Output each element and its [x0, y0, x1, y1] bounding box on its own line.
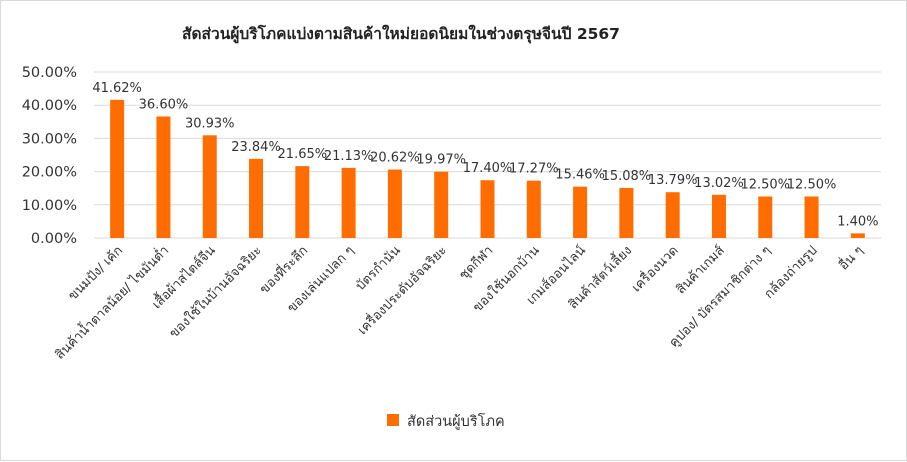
- legend-label: สัดส่วนผู้บริโภค: [407, 412, 505, 430]
- data-label: 12.50%: [740, 178, 790, 193]
- bar: [110, 99, 125, 239]
- y-tick-label: 0.00%: [31, 231, 77, 247]
- bar: [711, 194, 726, 238]
- data-label: 12.50%: [787, 178, 837, 193]
- data-label: 13.02%: [694, 176, 744, 191]
- y-tick-label: 20.00%: [22, 165, 77, 181]
- data-label: 15.08%: [602, 169, 652, 184]
- data-label: 19.97%: [416, 153, 466, 168]
- data-label: 1.40%: [837, 214, 878, 229]
- y-axis-tick-labels: 0.00% 10.00% 20.00% 30.00% 40.00% 50.00%: [22, 65, 77, 247]
- bar: [665, 192, 680, 238]
- data-label: 17.40%: [463, 161, 513, 176]
- bar: [156, 116, 171, 238]
- bar: [249, 158, 264, 238]
- bar: [758, 196, 773, 238]
- bar: [619, 187, 634, 238]
- y-tick-label: 50.00%: [22, 65, 77, 81]
- bar: [341, 167, 356, 238]
- data-label: 13.79%: [648, 173, 698, 188]
- bar: [850, 233, 865, 238]
- y-tick-label: 10.00%: [22, 198, 77, 214]
- chart-title: สัดส่วนผู้บริโภคแบ่งตามสินค้าใหม่ยอดนิยม…: [182, 24, 620, 45]
- gridlines: [94, 71, 881, 239]
- bar: [295, 166, 310, 238]
- x-axis-tick-labels: ขนมปัง/ เค้กสินค้าน้ำตาลน้อย/ ไขมันต่ำเส…: [50, 241, 866, 363]
- data-labels: 41.62%36.60% 30.93% 23.84%21.65%21.13%20.6…: [92, 81, 878, 230]
- data-label: 15.46%: [555, 168, 605, 183]
- bar: [526, 180, 541, 238]
- bar: [387, 169, 402, 238]
- data-label: 23.84%: [231, 140, 281, 155]
- y-tick-label: 30.00%: [22, 131, 77, 147]
- bar: [804, 196, 819, 238]
- data-label: 17.27%: [509, 162, 559, 177]
- y-tick-label: 40.00%: [22, 98, 77, 114]
- data-label: 30.93%: [185, 116, 235, 131]
- x-tick-label: ของใช้ในบ้านอัจฉริยะ: [166, 243, 265, 342]
- data-label: 20.62%: [370, 151, 420, 166]
- bar: [434, 171, 449, 238]
- x-tick-label: เครื่องประดับอัจฉริยะ: [354, 242, 450, 338]
- data-label: 41.62%: [92, 81, 142, 96]
- x-tick-label: อื่น ๆ: [835, 242, 867, 274]
- bar: [573, 186, 588, 238]
- legend-swatch: [387, 414, 399, 426]
- bar: [202, 135, 217, 238]
- data-label: 21.13%: [324, 149, 374, 164]
- x-tick-label: ชุดกีฬา: [456, 243, 497, 284]
- data-label: 21.65%: [278, 147, 328, 162]
- legend: สัดส่วนผู้บริโภค: [387, 412, 505, 430]
- bar: [480, 180, 495, 238]
- bars: [110, 99, 865, 239]
- data-label: 36.60%: [139, 97, 189, 112]
